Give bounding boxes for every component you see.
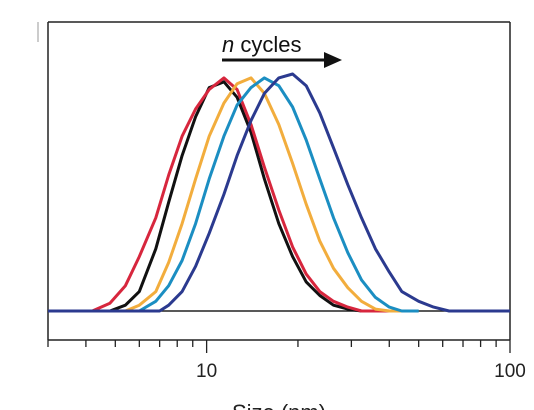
- annotation-arrowhead: [324, 52, 342, 68]
- series-line-1: [48, 80, 376, 313]
- annotation-rest: cycles: [234, 32, 301, 57]
- series-line-3: [48, 76, 402, 313]
- x-axis-label: Size (nm): [232, 400, 326, 410]
- series-line-5: [48, 72, 510, 313]
- series-group: [48, 72, 510, 313]
- series-line-2: [48, 76, 390, 313]
- x-tick-label: 100: [494, 361, 526, 382]
- series-line-4: [48, 76, 419, 313]
- x-tick-label: 10: [196, 361, 217, 382]
- cycles-annotation: n cycles: [222, 32, 342, 68]
- annotation-label: n cycles: [222, 32, 302, 57]
- x-axis-ticks: 10 100: [47, 340, 526, 382]
- annotation-italic: n: [222, 32, 234, 57]
